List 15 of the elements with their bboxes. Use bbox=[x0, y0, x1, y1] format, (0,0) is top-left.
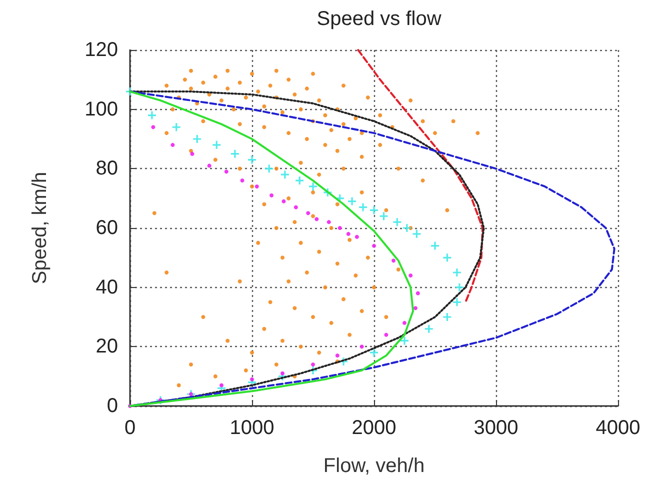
y-tick-label: 120 bbox=[84, 39, 118, 61]
x-tick-label: 4000 bbox=[596, 417, 640, 439]
y-tick-label: 40 bbox=[96, 276, 118, 298]
x-axis-title: Flow, veh/h bbox=[323, 455, 425, 477]
x-tick-label: 2000 bbox=[352, 417, 396, 439]
y-tick-label: 80 bbox=[96, 158, 118, 180]
y-tick-label: 20 bbox=[96, 336, 118, 358]
x-tick-label: 3000 bbox=[474, 417, 518, 439]
y-tick-label: 100 bbox=[84, 98, 118, 120]
y-axis-title: Speed, km/h bbox=[29, 172, 51, 284]
x-tick-label: 0 bbox=[124, 417, 136, 439]
y-tick-label: 0 bbox=[106, 395, 118, 417]
chart-title: Speed vs flow bbox=[316, 8, 442, 30]
y-tick-label: 60 bbox=[96, 217, 118, 239]
x-tick-label: 1000 bbox=[230, 417, 274, 439]
